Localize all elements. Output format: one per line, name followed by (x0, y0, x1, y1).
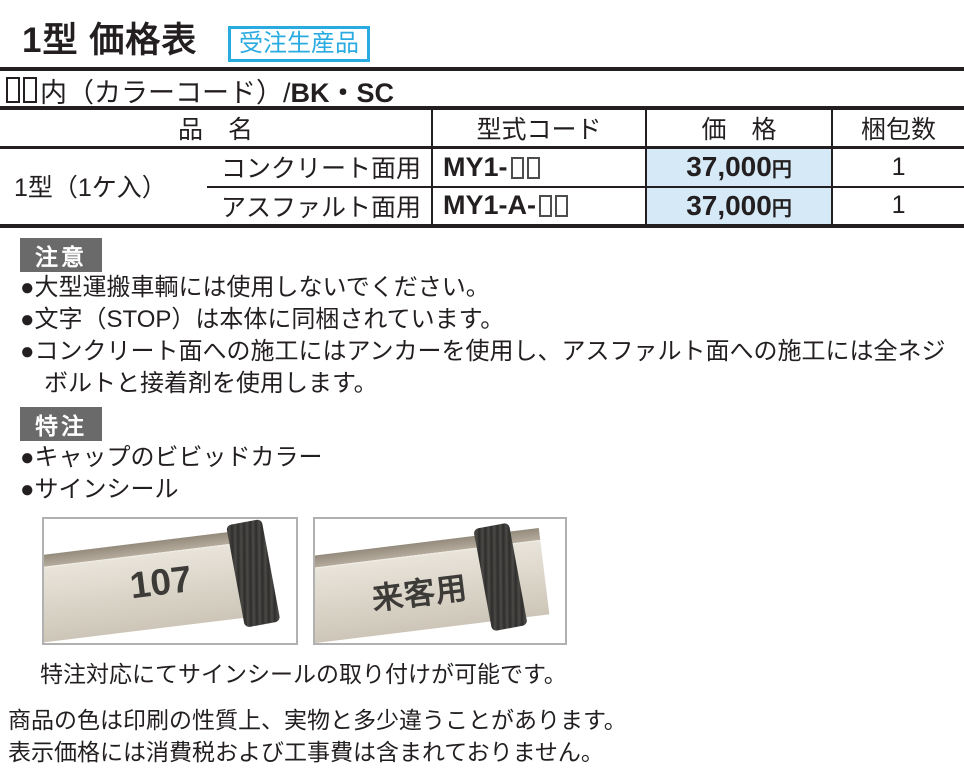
bar-sign-label: 107 (127, 558, 194, 607)
model-code-prefix: MY1- (443, 151, 508, 182)
product-type: アスファルト面用 (221, 193, 422, 222)
car-stop-bar: 107 (44, 519, 281, 643)
model-placeholder-box-icon (555, 195, 569, 217)
special-order-badge: 特注 (20, 407, 102, 441)
model-code-prefix: MY1-A- (443, 190, 537, 220)
color-code-placeholder-box-icon (6, 77, 20, 103)
caution-item: ●コンクリート面への施工にはアンカーを使用し、アスファルト面への施工には全ネジ (20, 338, 946, 365)
sign-seal-caption: 特注対応にてサインシールの取り付けが可能です。 (40, 661, 567, 687)
caution-item: ●大型運搬車輌には使用しないでください。 (20, 274, 490, 301)
price-value: 37,000 (686, 189, 772, 221)
price-value: 37,000 (686, 151, 772, 183)
col-header-packing: 梱包数 (831, 108, 964, 149)
made-to-order-badge: 受注生産品 (228, 26, 370, 62)
model-code: MY1-A- (431, 186, 647, 226)
product-photo-numbered-bar: 107 (42, 517, 298, 645)
product-type: コンクリート面用 (207, 147, 433, 188)
color-code-note: 内（カラーコード）/ BK・SC (6, 74, 394, 108)
model-placeholder-box-icon (510, 156, 524, 179)
packing-qty: 1 (831, 186, 964, 226)
special-order-item: ●サインシール (20, 476, 179, 503)
caution-list: ●大型運搬車輌には使用しないでください。 ●文字（STOP）は本体に同梱されてい… (20, 272, 946, 400)
footer-notes: 商品の色は印刷の性質上、実物と多少違うことがあります。 表示価格には消費税および… (8, 704, 627, 768)
col-header-name: 品 名 (0, 108, 433, 149)
table-row-asphalt: アスファルト面用 MY1-A- 37,000円 1 (0, 186, 964, 226)
price-unit: 円 (771, 197, 792, 220)
special-order-list: ●キャップのビビッドカラー ●サインシール (20, 442, 323, 506)
table-row-concrete: 1型（1ケ入） コンクリート面用 MY1- 37,000円 1 (0, 147, 964, 202)
price-table: 品 名 型式コード 価 格 梱包数 1型（1ケ入） コンクリート面用 MY1- … (0, 106, 964, 228)
model-placeholder-box-icon (526, 156, 540, 179)
color-code-values: BK・SC (290, 77, 395, 108)
col-header-price: 価 格 (645, 108, 833, 149)
price-unit: 円 (771, 159, 792, 182)
footer-note: 商品の色は印刷の性質上、実物と多少違うことがあります。 (8, 707, 627, 733)
page-title: 1型 価格表 (22, 21, 198, 60)
bar-sign-label: 来客用 (370, 570, 470, 617)
model-placeholder-box-icon (539, 195, 553, 217)
price-cell: 37,000円 (645, 147, 833, 188)
price-cell: 37,000円 (645, 186, 833, 226)
table-header-row: 品 名 型式コード 価 格 梱包数 (0, 108, 964, 149)
color-code-text: 内（カラーコード）/ (40, 77, 291, 108)
caution-item: ●文字（STOP）は本体に同梱されています。 (20, 306, 505, 333)
product-photo-visitor-bar: 来客用 (313, 517, 567, 645)
car-stop-bar: 来客用 (315, 522, 550, 643)
color-code-placeholder-box-icon (23, 77, 37, 103)
caution-item-continuation: ボルトと接着剤を使用します。 (44, 370, 378, 397)
special-order-item: ●キャップのビビッドカラー (20, 444, 323, 471)
product-group-label: 1型（1ケ入） (14, 174, 167, 203)
col-header-model: 型式コード (431, 108, 647, 149)
model-code: MY1- (431, 147, 647, 188)
title-divider (0, 67, 964, 71)
footer-note: 表示価格には消費税および工事費は含まれておりません。 (8, 739, 604, 765)
caution-badge: 注意 (20, 238, 102, 272)
packing-qty: 1 (831, 147, 964, 188)
